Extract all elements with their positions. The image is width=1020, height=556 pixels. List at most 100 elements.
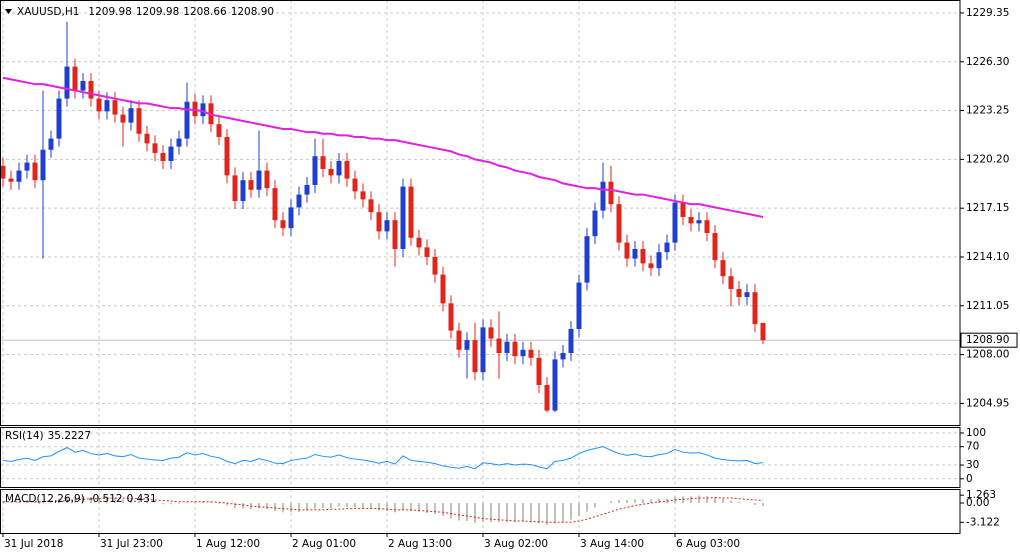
open-value: 1209.98	[88, 6, 131, 18]
macd-bar	[698, 495, 700, 504]
candle-body	[584, 236, 590, 283]
candle-body	[24, 162, 30, 171]
candle-body	[16, 170, 22, 182]
candle-body	[752, 292, 758, 325]
candle-body	[400, 186, 406, 249]
candle-body	[32, 162, 38, 181]
macd-bar	[162, 503, 164, 505]
macd-bar	[402, 503, 404, 511]
macd-bar	[650, 499, 652, 504]
panel-frame	[0, 0, 961, 426]
indicator-label: MACD(12,26,9) -0.512 0.431	[5, 493, 157, 505]
macd-bar	[146, 501, 148, 504]
macd-bar	[138, 500, 140, 504]
macd-bar	[450, 503, 452, 519]
high-value: 1209.98	[136, 6, 179, 18]
candle-body	[368, 199, 374, 213]
macd-bar	[42, 501, 44, 504]
macd-bar	[210, 502, 212, 504]
candle-body	[616, 204, 622, 243]
macd-bar	[282, 503, 284, 513]
candle-body	[544, 384, 550, 411]
macd-bar	[66, 496, 68, 504]
macd-bar	[234, 503, 236, 508]
macd-bar	[466, 503, 468, 521]
candle-body	[728, 276, 734, 289]
macd-bar	[170, 503, 172, 505]
y-tick-label: 1226.30	[966, 56, 1009, 68]
candle-body	[704, 220, 710, 233]
candle-body	[424, 247, 430, 257]
macd-bar	[570, 503, 572, 520]
price-tag	[960, 332, 1018, 348]
x-tick-label: 31 Jul 23:00	[100, 538, 163, 550]
macd-bar	[202, 501, 204, 504]
candle-body	[464, 340, 470, 350]
candle-body	[320, 156, 326, 169]
candle-body	[664, 242, 670, 253]
low-value: 1208.66	[183, 6, 227, 18]
macd-bar	[322, 503, 324, 508]
y-tick-label: 100	[966, 427, 986, 439]
candle-body	[160, 152, 166, 161]
candle-body	[624, 242, 630, 259]
macd-bar	[242, 503, 244, 509]
macd-bar	[130, 499, 132, 504]
macd-bar	[730, 500, 732, 504]
candle-body	[536, 357, 542, 385]
macd-bar	[738, 501, 740, 504]
indicator-name: MACD(12,26,9)	[5, 493, 85, 505]
close-value: 1208.90	[231, 6, 274, 18]
panel-frame	[0, 427, 961, 488]
x-tick-label: 6 Aug 03:00	[676, 538, 740, 550]
macd-bar	[522, 503, 524, 522]
candle-body	[736, 288, 742, 297]
macd-bar	[178, 503, 180, 504]
macd-bar	[578, 503, 580, 517]
x-tick-label: 1 Aug 12:00	[196, 538, 260, 550]
macd-bar	[306, 503, 308, 511]
candle-body	[128, 108, 134, 123]
x-tick-label: 31 Jul 2018	[4, 538, 63, 550]
candle-body	[440, 274, 446, 304]
macd-bar	[762, 503, 764, 507]
macd-bar	[618, 499, 620, 504]
macd-bar	[106, 497, 108, 504]
macd-bar	[194, 502, 196, 504]
candle-body	[696, 220, 702, 224]
x-tick-label: 2 Aug 13:00	[388, 538, 452, 550]
candle-body	[64, 66, 70, 99]
indicator-name: RSI(14)	[5, 430, 44, 442]
candle-body	[520, 349, 526, 357]
candle-body	[552, 359, 558, 411]
indicator-value: -0.512	[89, 493, 123, 505]
candle-body	[344, 160, 350, 179]
candle-body	[304, 184, 310, 195]
indicator-value: 0.431	[127, 493, 157, 505]
y-tick-label: 0.00	[966, 497, 989, 509]
candle-body	[680, 202, 686, 217]
macd-bar	[458, 503, 460, 521]
macd-bar	[330, 503, 332, 508]
macd-bar	[346, 503, 348, 507]
candle-body	[144, 133, 150, 144]
macd-bar	[122, 499, 124, 504]
x-tick-label: 3 Aug 14:00	[580, 538, 644, 550]
candle-body	[408, 186, 414, 238]
macd-bar	[290, 503, 292, 513]
macd-bar	[498, 503, 500, 523]
candle-body	[496, 338, 502, 353]
macd-bar	[626, 499, 628, 504]
candle-body	[656, 252, 662, 269]
candle-body	[568, 328, 574, 353]
candle-body	[632, 248, 638, 259]
macd-bar	[266, 503, 268, 510]
macd-bar	[218, 503, 220, 504]
candle-body	[184, 101, 190, 139]
candle-body	[480, 327, 486, 373]
macd-bar	[586, 503, 588, 512]
candle-body	[744, 292, 750, 297]
macd-bar	[394, 503, 396, 513]
candle-body	[456, 330, 462, 350]
